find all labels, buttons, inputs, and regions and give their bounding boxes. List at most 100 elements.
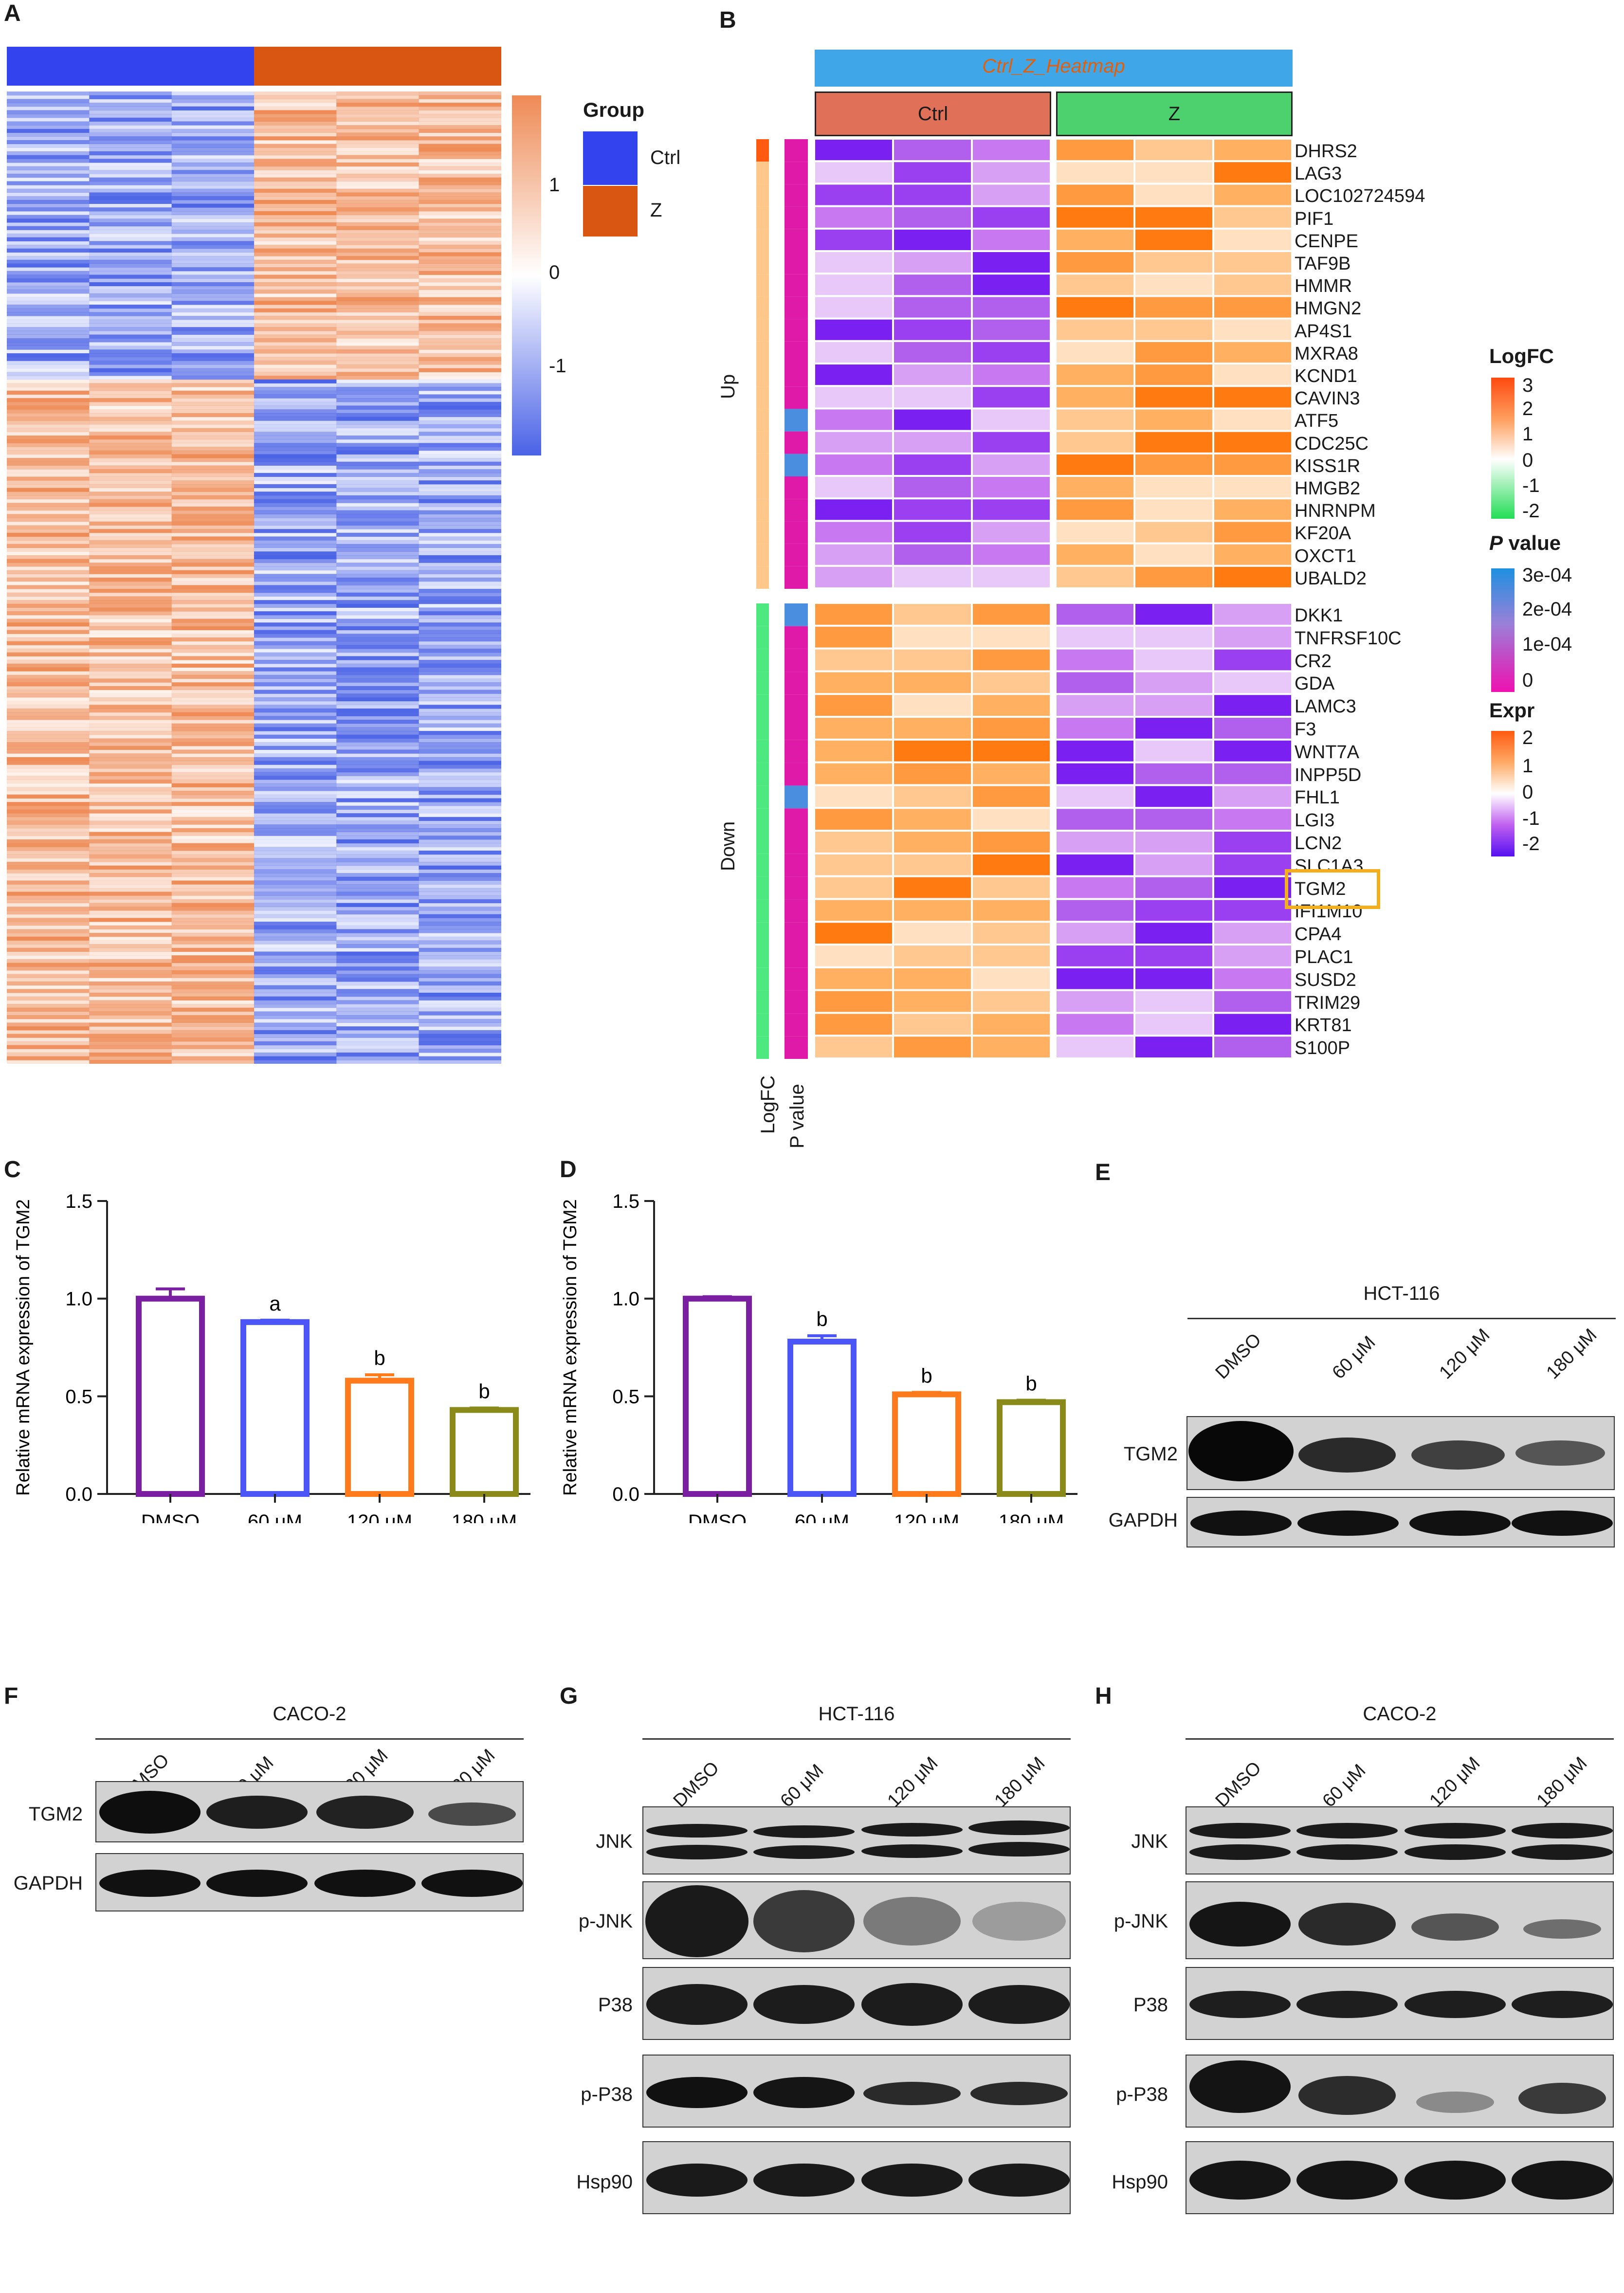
blot-h-pp38 [1186,2055,1614,2128]
heatmap-cell [254,862,337,866]
group-swatch-z [583,186,638,237]
logfc-cell [756,499,769,522]
tgm2-highlight-box [1285,869,1380,909]
heatmap-cell [419,125,501,129]
logfc-cell-top [756,139,769,162]
expr-cell [1056,228,1134,252]
heatmap-cell [254,1000,337,1004]
expr-cell [1213,1013,1292,1036]
heatmap-cell [254,458,337,462]
heatmap-cell [419,903,501,907]
heatmap-cell [7,1037,90,1042]
heatmap-cell [419,574,501,578]
heatmap-cell [89,776,172,780]
heatmap-cell [254,772,337,776]
heatmap-cell [89,110,172,114]
heatmap-cell [89,1030,172,1035]
heatmap-cell [419,278,501,283]
heatmap-cell [89,376,172,380]
heatmap-cell [419,218,501,223]
blot-g-p38 [642,1967,1071,2040]
heatmap-cell [171,151,255,156]
heatmap-cell [7,637,90,642]
heatmap-cell [7,226,90,230]
heatmap-cell [336,963,419,967]
heatmap-cell [336,850,419,855]
heatmap-cell [7,903,90,907]
heatmap-cell [7,619,90,623]
expr-cell [893,341,972,364]
heatmap-cell [7,570,90,574]
heatmap-cell [254,450,337,455]
heatmap-cell [336,720,419,724]
gene-label: PLAC1 [1295,947,1353,967]
heatmap-cell [171,749,255,754]
heatmap-cell [419,95,501,99]
heatmap-cell [171,301,255,305]
heatmap-cell [7,461,90,466]
heatmap-cell [89,585,172,589]
heatmap-cell [171,951,255,956]
heatmap-cell [254,368,337,372]
heatmap-cell [254,944,337,948]
heatmap-cell [7,918,90,922]
heatmap-cell [419,259,501,264]
heatmap-cell [7,802,90,806]
heatmap-cell [419,305,501,309]
heatmap-cell [89,903,172,907]
heatmap-cell [171,346,255,350]
heatmap-cell [419,907,501,911]
heatmap-cell [419,551,501,556]
heatmap-cell [171,925,255,929]
heatmap-cell [7,963,90,967]
heatmap-cell [89,836,172,840]
heatmap-cell [336,817,419,821]
heatmap-cell [419,768,501,773]
heatmap-cell [89,936,172,941]
expr-cell [893,183,972,206]
heatmap-cell [254,151,337,156]
heatmap-cell [254,218,337,223]
heatmap-cell [171,589,255,593]
heatmap-cell [336,974,419,978]
heatmap-cell [336,899,419,904]
heatmap-cell [171,1015,255,1019]
heatmap-cell [7,476,90,481]
heatmap-cell [254,847,337,851]
heatmap-cell [89,473,172,477]
heatmap-cell [7,435,90,440]
heatmap-cell [419,731,501,735]
heatmap-cell [254,95,337,99]
heatmap-cell [171,970,255,975]
heatmap-cell [7,783,90,787]
heatmap-cell [336,903,419,907]
expr-cell [1056,364,1134,386]
heatmap-cell [254,248,337,253]
heatmap-cell [254,690,337,694]
heatmap-cell [7,858,90,862]
heatmap-cell [89,334,172,339]
heatmap-cell [89,241,172,245]
heatmap-cell [254,413,337,418]
heatmap-cell [336,103,419,107]
legend-p-tick-2: 1e-04 [1522,634,1572,655]
gene-label: LAMC3 [1295,696,1356,717]
heatmap-cell [89,484,172,489]
heatmap-cell [336,136,419,141]
pvalue-cell [785,409,808,432]
heatmap-cell [89,147,172,152]
heatmap-cell [254,230,337,234]
pvalue-cell [785,431,808,454]
heatmap-cell [254,480,337,485]
heatmap-cell [254,342,337,346]
expr-cell [972,565,1051,588]
heatmap-cell [89,547,172,552]
heatmap-cell [171,368,255,372]
heatmap-cell [254,447,337,451]
gene-label: TRIM29 [1295,992,1361,1013]
heatmap-cell [419,570,501,574]
expr-cell [893,899,972,922]
heatmap-cell [254,316,337,320]
heatmap-cell [419,521,501,526]
expr-cell [1056,183,1134,206]
